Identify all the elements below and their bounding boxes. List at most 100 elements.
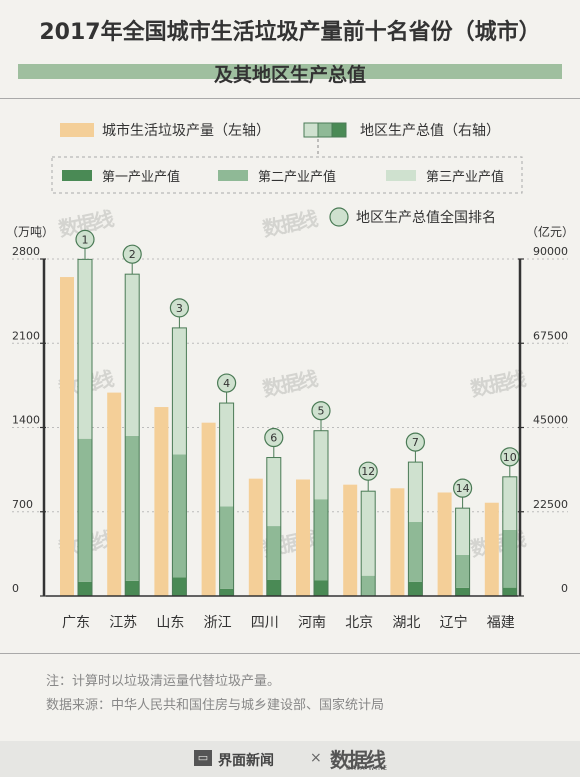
gdp-tertiary-segment	[408, 462, 423, 523]
rank-marker	[169, 298, 189, 318]
gdp-tertiary-segment	[266, 457, 281, 527]
gdp-secondary-segment	[78, 438, 92, 582]
gdp-secondary-segment	[266, 526, 281, 580]
gdp-tertiary-segment	[361, 491, 376, 576]
waste-bar	[248, 478, 263, 596]
legend-group-box	[51, 156, 523, 194]
brand-jiemian: 界面新闻	[218, 753, 274, 769]
waste-bar	[201, 422, 216, 596]
gdp-secondary-segment	[408, 522, 423, 582]
gdp-primary-segment	[314, 580, 328, 596]
footnote: 注：计算时以垃圾清运量代替垃圾产量。	[46, 674, 281, 689]
gdp-tertiary-segment	[455, 508, 470, 555]
rank-marker	[358, 461, 378, 481]
rank-label: 1	[82, 233, 89, 246]
gdp-primary-segment	[266, 579, 281, 596]
rank-marker	[264, 427, 284, 448]
rank-marker	[500, 447, 520, 467]
gdp-tertiary-segment	[219, 403, 234, 507]
chart-title-line2: 及其地区生产总值	[213, 64, 366, 86]
legend-swatch-gdp-dark	[331, 122, 347, 138]
x-axis-label: 福建	[487, 615, 515, 631]
right-tick-label: 67500	[533, 329, 568, 342]
gdp-primary-segment	[455, 587, 470, 596]
rank-marker	[453, 478, 473, 498]
legend-swatch-gdp-mid	[317, 122, 333, 138]
rank-label: 3	[176, 302, 183, 315]
right-axis: 0 22500 45000 67500 90000	[518, 245, 568, 597]
gdp-tertiary-segment	[172, 327, 187, 455]
left-tick-label: 2100	[12, 329, 40, 342]
gdp-secondary-segment	[502, 529, 517, 588]
right-tick-label: 90000	[533, 245, 568, 258]
legend-label-gdp: 地区生产总值（右轴）	[360, 123, 500, 139]
legend-label-secondary: 第二产业产值	[258, 169, 336, 185]
gdp-secondary-segment	[172, 454, 187, 578]
x-axis-label: 广东	[62, 615, 90, 631]
left-axis-unit: （万吨）	[6, 225, 54, 239]
rank-label: 5	[318, 405, 325, 418]
legend-swatch-waste	[60, 123, 94, 137]
chart-title-line1: 2017年全国城市生活垃圾产量前十名省份（城市）	[39, 20, 541, 45]
waste-bar	[437, 492, 452, 596]
rank-label: 4	[223, 377, 230, 390]
gdp-primary-segment	[408, 581, 423, 596]
legend-label-rank: 地区生产总值全国排名	[356, 209, 496, 226]
rank-label: 2	[129, 248, 136, 261]
footer-bar: ▭ 界面新闻 × 数据线 DATA WIRE	[0, 741, 580, 777]
legend-swatch-tertiary	[386, 170, 416, 181]
gdp-secondary-segment	[219, 506, 234, 589]
left-tick-label: 2800	[12, 245, 40, 258]
bars	[60, 258, 518, 597]
right-tick-label: 0	[561, 582, 568, 595]
x-axis-labels: 广东 江苏 山东 浙江 四川 河南 北京 湖北 辽宁 福建	[62, 614, 515, 631]
waste-bar	[107, 392, 122, 596]
gdp-primary-segment	[502, 587, 517, 596]
legend-label-tertiary: 第三产业产值	[426, 169, 504, 185]
gdp-secondary-segment	[455, 554, 470, 588]
gdp-secondary-segment	[314, 499, 328, 581]
waste-bar	[154, 407, 169, 596]
waste-bar	[343, 484, 358, 596]
rank-label: 10	[503, 451, 517, 464]
x-axis-label: 湖北	[392, 615, 420, 631]
x-axis-label: 北京	[345, 615, 373, 631]
title-band	[18, 64, 562, 79]
legend-label-primary: 第一产业产值	[102, 169, 180, 185]
left-tick-label: 700	[12, 498, 33, 511]
x-axis-label: 江苏	[109, 615, 137, 631]
header-divider	[0, 98, 580, 99]
rank-marker	[217, 373, 237, 393]
waste-bar	[60, 277, 74, 596]
x-axis-label: 河南	[298, 615, 326, 631]
jiemian-logo-icon: ▭	[194, 750, 212, 766]
gdp-secondary-segment	[125, 435, 140, 581]
gdp-primary-segment	[78, 581, 92, 596]
rank-label: 14	[456, 482, 470, 495]
x-axis-label: 浙江	[204, 615, 232, 631]
waste-bar	[484, 502, 499, 596]
left-tick-label: 0	[12, 582, 19, 595]
rank-label: 6	[270, 432, 277, 445]
gdp-tertiary-segment	[314, 430, 328, 500]
brand-datawire-logo: 数据线	[330, 748, 386, 772]
rank-marker	[122, 244, 142, 264]
gridlines	[12, 258, 568, 513]
legend-swatch-secondary	[218, 170, 248, 181]
rank-marker	[75, 229, 95, 249]
x-axis-label: 山东	[156, 615, 184, 631]
gdp-secondary-segment	[361, 575, 376, 596]
legend-label-waste: 城市生活垃圾产量（左轴）	[102, 122, 270, 139]
left-tick-label: 1400	[12, 414, 40, 427]
brand-datawire-sub: DATA WIRE	[346, 765, 389, 772]
legend: 城市生活垃圾产量（左轴） 地区生产总值（右轴） 第一产业产值 第二产业产值 第三…	[51, 122, 523, 227]
gdp-tertiary-segment	[78, 259, 92, 439]
rank-marker	[405, 432, 425, 452]
right-tick-label: 22500	[533, 498, 568, 511]
chart: 城市生活垃圾产量（左轴） 地区生产总值（右轴） 第一产业产值 第二产业产值 第三…	[6, 122, 574, 631]
legend-swatch-primary	[62, 170, 92, 181]
rank-label: 12	[361, 465, 375, 478]
right-axis-unit: （亿元）	[526, 224, 574, 239]
footer-divider	[0, 653, 580, 654]
